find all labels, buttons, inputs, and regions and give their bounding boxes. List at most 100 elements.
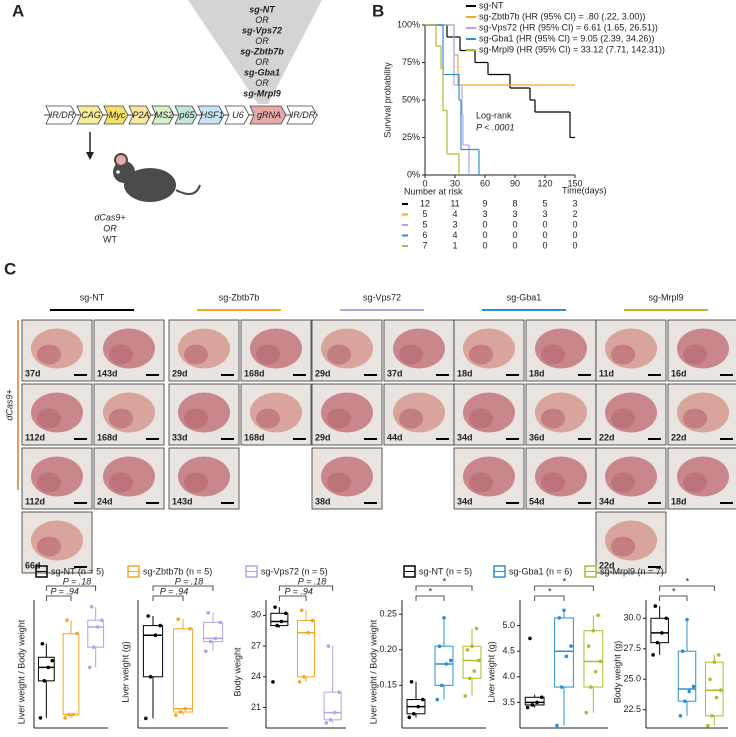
data-point <box>206 611 210 615</box>
guide-label: OR <box>255 78 269 88</box>
y-axis-label: Liver weight (g) <box>486 641 496 703</box>
significance-bracket <box>278 585 334 591</box>
construct-element <box>103 105 129 125</box>
data-point <box>46 665 51 670</box>
data-point <box>337 690 341 694</box>
guide-label: sg-Vps72 <box>242 25 282 35</box>
significance-bracket <box>534 585 594 591</box>
construct-label: HSF1 <box>200 110 223 120</box>
y-tick-label: 25% <box>402 132 420 142</box>
risk-count: 8 <box>512 198 517 208</box>
data-point <box>42 679 47 683</box>
risk-count: 0 <box>542 230 547 240</box>
construct-label: IR/DR <box>50 110 75 120</box>
photo-day: 38d <box>315 496 331 506</box>
photo-day: 54d <box>529 496 545 506</box>
data-point <box>651 653 655 657</box>
y-tick-label: 3.5 <box>502 697 515 707</box>
construct-element <box>76 105 104 125</box>
y-tick-label: 21 <box>251 702 261 712</box>
box <box>202 621 224 643</box>
data-point <box>153 633 158 637</box>
significance-label: P = .94 <box>284 586 312 596</box>
risk-count: 6 <box>422 230 427 240</box>
data-point <box>664 616 669 621</box>
data-point <box>584 710 589 715</box>
box <box>142 625 164 678</box>
construct-label: Myc <box>109 110 126 120</box>
construct-label: P2A <box>132 110 149 120</box>
risk-count: 5 <box>422 209 427 219</box>
liver-lobe <box>541 344 565 365</box>
box <box>462 645 482 679</box>
y-tick-label: 30 <box>251 610 261 620</box>
photo-day: 143d <box>97 368 118 378</box>
photo-day: 18d <box>671 496 687 506</box>
side-label: dCas9+ <box>4 389 14 420</box>
construct-element <box>224 105 250 125</box>
y-tick-label: 5.0 <box>502 620 515 630</box>
data-point <box>691 684 696 689</box>
data-point <box>708 677 712 682</box>
construct-element <box>174 105 198 125</box>
data-point <box>683 699 687 703</box>
box <box>37 656 55 682</box>
data-point <box>409 679 414 684</box>
data-point <box>562 608 566 613</box>
photo-day: 22d <box>599 432 615 442</box>
risk-count: 3 <box>452 219 457 229</box>
data-point <box>525 705 530 710</box>
risk-count: 2 <box>572 209 577 219</box>
liver-lobe <box>109 472 133 493</box>
y-tick-label: 0.20 <box>379 644 397 654</box>
significance-label: P = .18 <box>175 576 203 586</box>
data-point <box>275 623 280 628</box>
data-point <box>407 715 412 720</box>
significance-label: P = .18 <box>298 576 326 586</box>
y-tick-label: 25.0 <box>623 674 641 684</box>
liver-lobe <box>37 472 61 493</box>
data-point <box>448 658 453 663</box>
data-point <box>50 658 55 663</box>
photo-day: 22d <box>671 432 687 442</box>
x-tick-label: 150 <box>567 178 582 188</box>
photo-day: 44d <box>387 432 403 442</box>
liver-lobe <box>184 408 208 429</box>
photo-day: 66d <box>25 560 41 570</box>
photo-day: 37d <box>387 368 403 378</box>
x-tick-label: 0 <box>422 178 427 188</box>
data-point <box>183 707 188 711</box>
liver-lobe <box>541 408 565 429</box>
data-point <box>712 660 717 664</box>
data-point <box>714 695 719 700</box>
risk-count: 0 <box>572 219 577 229</box>
column-title: sg-Vps72 <box>363 292 401 302</box>
data-point <box>218 620 222 625</box>
data-point <box>472 669 477 673</box>
data-point <box>528 636 532 641</box>
photo-day: 33d <box>172 432 188 442</box>
liver-lobe <box>109 344 133 365</box>
y-axis-label: Body weight <box>232 647 242 697</box>
photo-day: 143d <box>172 496 193 506</box>
data-point <box>328 718 333 722</box>
panel-label: C <box>4 259 16 278</box>
box <box>524 696 545 706</box>
risk-count: 12 <box>420 198 430 208</box>
legend-label: sg-Zbtb7b (HR (95% CI) = .80 (.22, 3.00)… <box>479 11 645 21</box>
y-tick-label: 0% <box>407 169 420 179</box>
risk-count: 9 <box>482 198 487 208</box>
legend-label: sg-Mrpl9 (n = 7) <box>600 566 664 576</box>
mouse-label: OR <box>103 223 117 233</box>
liver-lobe <box>399 344 423 365</box>
x-tick-label: 90 <box>510 178 520 188</box>
data-point <box>63 716 67 720</box>
legend-label: sg-Zbtb7b (n = 5) <box>143 566 212 576</box>
risk-count: 0 <box>512 240 517 250</box>
photo-day: 34d <box>599 496 615 506</box>
data-point <box>40 641 45 646</box>
y-axis-label: Liver weight (g) <box>120 641 130 703</box>
photo-day: 112d <box>25 496 45 506</box>
significance-label: * <box>548 586 552 596</box>
box <box>87 619 105 648</box>
